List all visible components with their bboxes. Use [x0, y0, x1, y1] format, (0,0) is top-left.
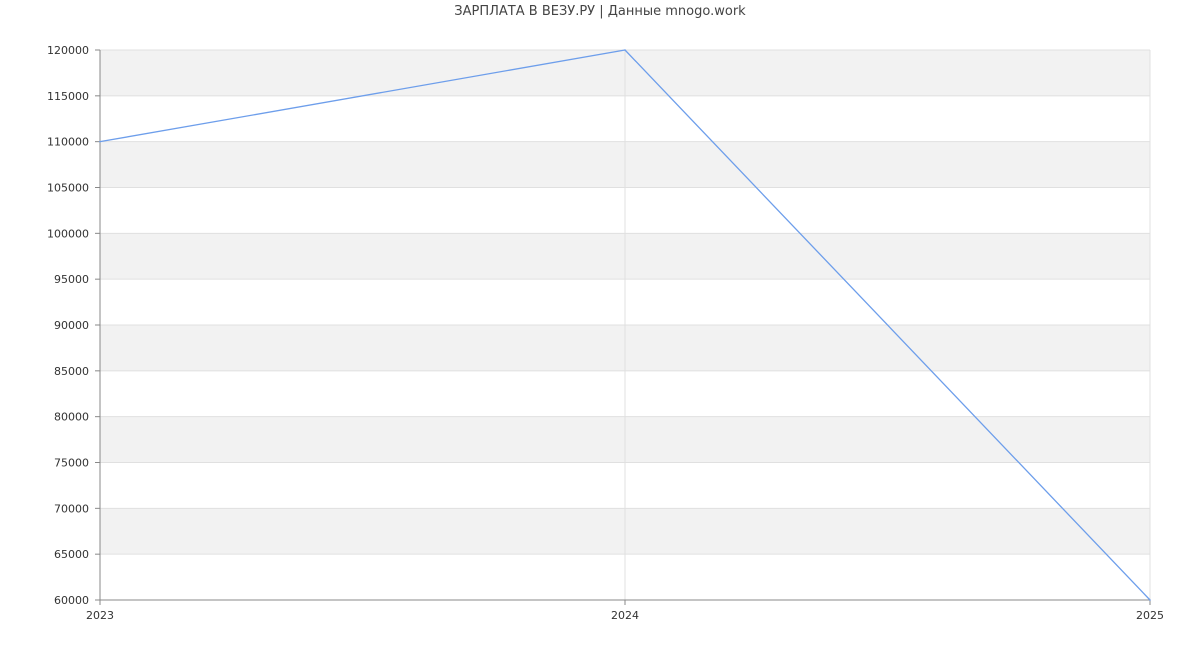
- x-tick-label: 2023: [86, 609, 114, 622]
- y-tick-label: 65000: [54, 548, 89, 561]
- y-tick-label: 115000: [47, 90, 89, 103]
- y-tick-label: 95000: [54, 273, 89, 286]
- data-point: [99, 140, 101, 143]
- data-point: [624, 49, 626, 51]
- y-tick-label: 120000: [47, 44, 89, 57]
- x-tick-label: 2025: [1136, 609, 1164, 622]
- y-tick-label: 100000: [47, 227, 89, 240]
- y-tick-label: 80000: [54, 411, 89, 424]
- y-tick-label: 110000: [47, 136, 89, 149]
- y-tick-label: 70000: [54, 502, 89, 515]
- y-tick-label: 60000: [54, 594, 89, 607]
- y-tick-label: 85000: [54, 365, 89, 378]
- chart-title: ЗАРПЛАТА В ВЕЗУ.РУ | Данные mnogo.work: [454, 4, 746, 19]
- y-tick-label: 90000: [54, 319, 89, 332]
- x-tick-label: 2024: [611, 609, 639, 622]
- y-tick-label: 75000: [54, 457, 89, 470]
- data-point: [1149, 599, 1151, 601]
- y-tick-label: 105000: [47, 182, 89, 195]
